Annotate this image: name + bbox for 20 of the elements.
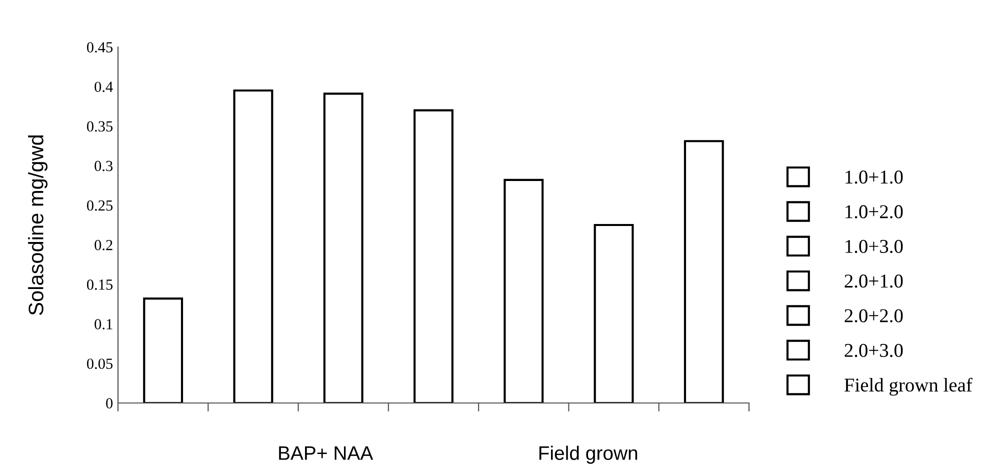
x-axis-title: BAP+ NAA bbox=[279, 446, 374, 460]
y-tick-label: 0.05 bbox=[86, 358, 113, 369]
legend-label: 2.0+3.0 bbox=[844, 344, 903, 358]
legend-label: 1.0+3.0 bbox=[846, 240, 903, 254]
legend-label: 1.0+1.0 bbox=[846, 170, 903, 184]
y-tick-label: 0.45 bbox=[86, 42, 113, 53]
y-tick-label: 0.3 bbox=[94, 160, 113, 172]
y-tick-label: 0.15 bbox=[86, 279, 113, 290]
y-tick-label: 0.4 bbox=[94, 82, 113, 92]
y-tick-label: 0 bbox=[106, 398, 113, 408]
y-tick-label: 0.1 bbox=[94, 319, 112, 330]
text: Field grown bbox=[539, 446, 638, 464]
y-tick-label: 0.35 bbox=[86, 121, 113, 132]
y-axis-title: Solasodine mg/gwd bbox=[28, 135, 48, 315]
y-tick-label: 0.25 bbox=[86, 200, 113, 211]
y-tick-label: 0.2 bbox=[94, 240, 112, 250]
legend-label: 2.0+2.0 bbox=[844, 309, 903, 322]
legend-label: 1.0+2.0 bbox=[846, 205, 903, 218]
legend-label: Field grown leaf bbox=[844, 378, 972, 396]
legend-label: 2.0+1.0 bbox=[844, 274, 903, 288]
